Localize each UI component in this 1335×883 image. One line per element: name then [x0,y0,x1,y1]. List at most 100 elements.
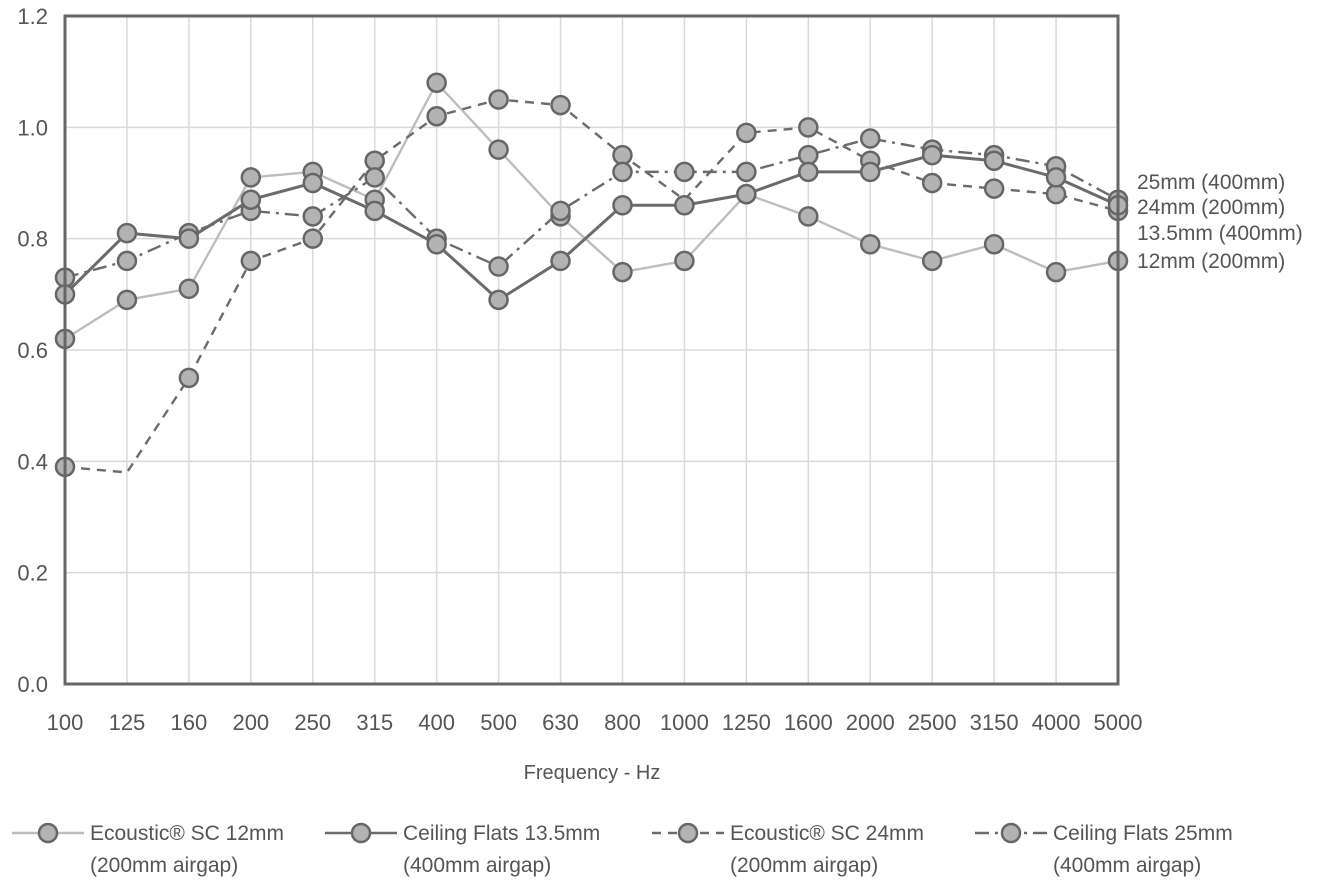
series-line [64,80,1119,340]
legend-label: Ceiling Flats 13.5mm [403,822,600,845]
data-point [488,139,509,160]
data-point [488,256,509,277]
series-line [63,153,1119,302]
legend: Ecoustic® SC 12mm (200mm airgap) Ceiling F… [12,822,1233,877]
data-point [302,206,324,227]
y-tick-label: 1.2 [17,4,48,29]
legend-sublabel: (200mm airgap) [90,854,238,877]
data-point [1045,167,1067,188]
x-tick-label: 125 [109,710,146,735]
x-tick-label: 1000 [660,710,709,735]
data-point [302,228,324,249]
data-point [426,233,447,255]
x-tick-label: 4000 [1032,710,1081,735]
data-point [116,250,138,272]
y-tick-label: 0.0 [17,672,48,697]
legend-sublabel: (200mm airgap) [730,854,878,877]
x-tick-label: 3150 [970,710,1019,735]
data-point [612,161,633,183]
data-point [364,150,385,171]
data-point [798,144,819,166]
legend-item: Ecoustic® SC 24mm (200mm airgap) [652,822,924,877]
data-point [983,150,1005,171]
legend-sublabel: (400mm airgap) [1053,854,1201,877]
data-point [674,250,695,272]
data-point [302,172,324,194]
series-end-labels: 12mm (200mm) 13.5mm (400mm) 24mm (200mm)25… [1137,171,1303,273]
data-point [612,144,633,166]
x-tick-label: 2500 [908,710,957,735]
series-1 [54,144,1129,311]
data-point [859,233,881,255]
data-point [426,72,447,94]
series-line [64,98,1119,474]
x-tick-label: 2000 [846,710,895,735]
y-tick-labels: 0.0 0.2 0.4 0.6 0.8 1.0 1.2 [17,4,48,697]
series-layer [54,72,1129,478]
series-line [64,137,1119,279]
series-end-label: 12mm (200mm) [1137,250,1285,273]
data-point [178,278,200,300]
data-point [488,89,509,110]
legend-marker [37,822,59,844]
data-point [116,222,138,244]
data-point [240,189,262,210]
series-3 [54,128,1129,288]
data-point [798,206,819,227]
x-tick-label: 315 [356,710,393,735]
data-point [550,200,571,222]
data-point [983,178,1005,199]
x-tick-label: 100 [47,710,84,735]
x-tick-labels: 100 125 160 200 250 315 400 500 630 800 1000 1250 16… [47,710,1143,735]
y-tick-label: 0.4 [17,449,48,474]
data-point [921,144,943,166]
data-point [240,167,262,188]
legend-item: Ecoustic® SC 12mm (200mm airgap) [12,822,284,877]
data-point [178,228,200,249]
x-tick-label: 200 [232,710,269,735]
x-tick-label: 250 [294,710,331,735]
data-point [364,200,385,222]
legend-marker [350,822,372,844]
grid [64,15,1119,685]
legend-label: Ceiling Flats 25mm [1053,822,1233,845]
legend-label: Ecoustic® SC 24mm [730,822,924,845]
x-tick-label: 5000 [1094,710,1143,735]
legend-marker [1000,822,1022,844]
x-tick-label: 800 [604,710,641,735]
data-point [550,250,571,272]
data-point [859,161,881,183]
data-point [674,195,695,216]
x-axis-title: Frequency - Hz [524,762,661,784]
legend-item: Ceiling Flats 13.5mm (400mm airgap) [325,822,600,877]
data-point [116,289,138,311]
x-tick-label: 630 [542,710,579,735]
data-point [674,161,695,183]
legend-marker [677,822,699,844]
data-point [736,183,757,205]
y-tick-label: 0.6 [17,338,48,363]
y-tick-label: 1.0 [17,115,48,140]
data-point [612,195,633,216]
series-0 [54,72,1129,350]
data-point [921,250,943,272]
data-point [178,367,200,389]
data-point [612,261,633,283]
data-point [798,117,819,138]
data-point [859,128,881,149]
series-end-label: 13.5mm (400mm) [1137,222,1303,245]
data-point [921,172,943,194]
series-end-label: 25mm (400mm) [1137,171,1285,194]
legend-sublabel: (400mm airgap) [403,854,551,877]
y-tick-label: 0.8 [17,227,48,252]
legend-label: Ecoustic® SC 12mm [90,822,284,845]
data-point [364,167,385,188]
data-point [1045,183,1067,205]
plot-frame [63,14,1120,686]
series-end-label: 24mm (200mm) [1137,196,1285,219]
x-tick-label: 400 [418,710,455,735]
data-point [488,289,509,311]
x-tick-label: 160 [171,710,208,735]
data-point [983,233,1005,255]
